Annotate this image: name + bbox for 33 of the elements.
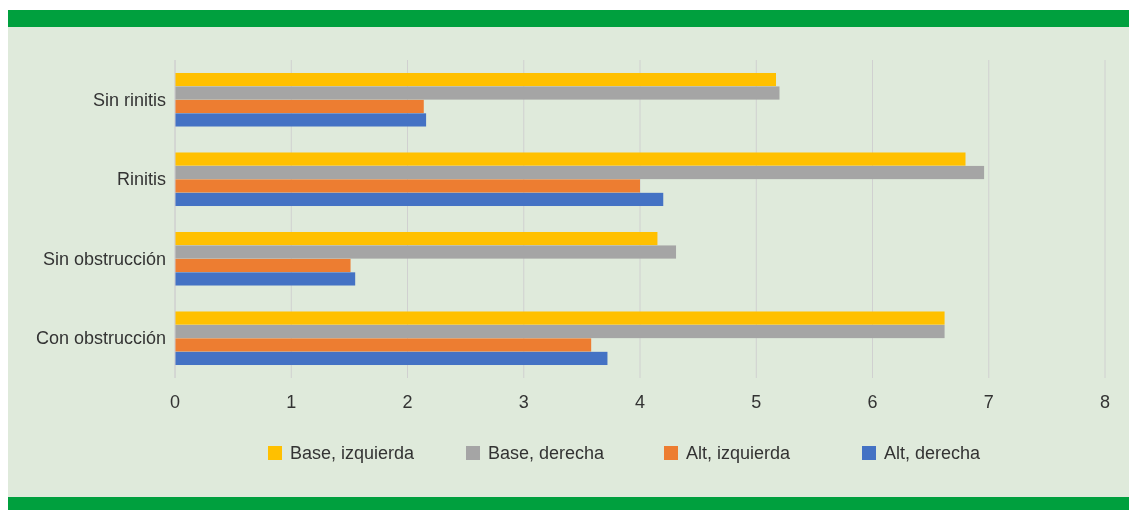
legend-label: Base, derecha	[488, 443, 606, 463]
y-tick-label: Sin rinitis	[92, 89, 166, 110]
x-tick-label: 6	[867, 392, 878, 412]
bar	[175, 165, 985, 180]
bar	[175, 351, 608, 366]
bar	[175, 99, 424, 114]
bar	[175, 258, 351, 273]
x-tick-label: 7	[983, 392, 994, 412]
y-tick-label: Sin obstrucción	[42, 248, 166, 269]
bar	[175, 338, 592, 352]
x-tick-label: 8	[1099, 392, 1111, 412]
bar	[175, 272, 356, 286]
bar	[175, 311, 945, 325]
bar	[175, 113, 427, 127]
x-tick-label: 4	[634, 392, 646, 412]
bar	[175, 86, 780, 100]
bar	[175, 324, 945, 339]
bar	[175, 72, 777, 87]
x-tick-label: 2	[402, 392, 413, 412]
x-tick-label: 3	[518, 392, 529, 412]
x-tick-label: 1	[286, 392, 297, 412]
legend-label: Base, izquierda	[290, 443, 416, 463]
bar	[175, 245, 677, 259]
bar	[175, 231, 658, 246]
bar	[175, 192, 664, 207]
legend-label: Alt, izquierda	[686, 443, 792, 463]
bar	[175, 152, 966, 166]
x-tick-label: 5	[751, 392, 762, 412]
legend-label: Alt, derecha	[884, 443, 982, 463]
y-tick-label: Rinitis	[116, 169, 166, 190]
x-tick-label: 0	[169, 392, 181, 412]
y-tick-label: Con obstrucción	[35, 328, 166, 349]
bar	[175, 179, 640, 193]
